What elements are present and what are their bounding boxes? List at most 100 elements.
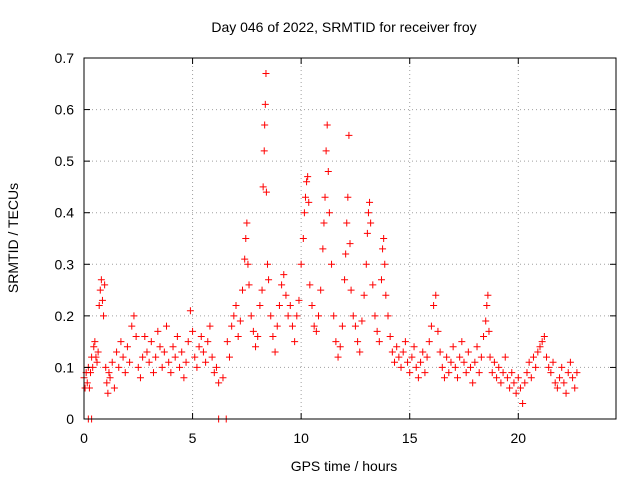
data-point — [288, 322, 296, 330]
data-point — [512, 389, 520, 397]
data-point — [364, 209, 372, 217]
data-point — [252, 343, 260, 351]
y-tick-label: 0.3 — [55, 256, 75, 272]
data-point — [373, 327, 381, 335]
data-point — [410, 343, 418, 351]
data-point — [514, 374, 522, 382]
data-point — [354, 338, 362, 346]
data-point — [508, 369, 516, 377]
data-point — [182, 358, 190, 366]
data-point — [256, 302, 264, 310]
data-point — [100, 312, 108, 320]
data-point — [363, 229, 371, 237]
data-point — [547, 369, 555, 377]
data-point — [482, 317, 490, 325]
data-point — [569, 374, 577, 382]
data-point — [324, 167, 332, 175]
data-point — [106, 374, 114, 382]
data-point — [126, 358, 134, 366]
data-point — [261, 100, 269, 108]
data-point — [419, 348, 427, 356]
data-point — [412, 363, 420, 371]
data-point — [516, 384, 524, 392]
data-point — [490, 358, 498, 366]
grid — [84, 58, 616, 419]
data-point — [101, 281, 109, 289]
data-point — [315, 312, 323, 320]
data-point — [105, 369, 113, 377]
data-point — [197, 332, 205, 340]
data-point — [471, 358, 479, 366]
data-point — [393, 343, 401, 351]
data-point — [232, 302, 240, 310]
data-point — [245, 281, 253, 289]
data-point — [521, 379, 529, 387]
data-point — [115, 363, 123, 371]
data-point — [342, 250, 350, 258]
data-point — [97, 276, 105, 284]
data-point — [303, 178, 311, 186]
data-point — [525, 358, 533, 366]
data-point — [299, 235, 307, 242]
data-point — [351, 322, 359, 330]
data-point — [202, 358, 210, 366]
data-point — [193, 363, 201, 371]
data-point — [121, 369, 129, 377]
data-point — [564, 369, 572, 377]
data-point — [425, 338, 433, 346]
data-point — [306, 281, 314, 289]
data-point — [384, 312, 392, 320]
data-point — [136, 374, 144, 382]
data-point — [110, 384, 118, 392]
data-point — [434, 327, 442, 335]
data-point — [404, 358, 412, 366]
data-point — [571, 384, 579, 392]
data-point — [469, 379, 477, 387]
data-point — [341, 276, 349, 284]
data-point — [300, 209, 308, 217]
data-point — [519, 400, 527, 408]
data-point — [375, 338, 383, 346]
data-point — [495, 363, 503, 371]
data-point — [265, 276, 273, 284]
data-point — [395, 353, 403, 361]
data-point — [199, 348, 207, 356]
data-point — [545, 363, 553, 371]
data-point — [85, 384, 93, 392]
data-point — [167, 369, 175, 377]
data-point — [195, 343, 203, 351]
data-point — [119, 353, 127, 361]
data-point — [556, 374, 564, 382]
data-point — [219, 374, 227, 382]
data-point — [391, 358, 399, 366]
data-point — [132, 332, 140, 340]
data-point — [406, 369, 414, 377]
data-point — [123, 343, 131, 351]
data-point — [432, 291, 440, 299]
data-point — [208, 353, 216, 361]
data-point — [308, 302, 316, 310]
data-point — [236, 317, 244, 325]
data-point — [380, 235, 388, 242]
y-tick-label: 0 — [66, 411, 74, 427]
plot-frame — [83, 57, 617, 420]
data-point — [381, 260, 389, 268]
data-point — [573, 369, 581, 377]
data-point — [485, 327, 493, 335]
data-point — [523, 369, 531, 377]
data-point — [176, 363, 184, 371]
data-point — [291, 338, 299, 346]
data-point — [247, 312, 255, 320]
data-point — [458, 338, 466, 346]
data-point — [369, 281, 377, 289]
data-point — [147, 338, 155, 346]
data-point — [325, 209, 333, 217]
data-point — [278, 281, 286, 289]
data-point — [497, 379, 505, 387]
y-tick-label: 0.6 — [55, 102, 75, 118]
data-point — [566, 358, 574, 366]
data-point — [83, 379, 91, 387]
data-point — [293, 312, 301, 320]
data-point — [113, 348, 121, 356]
data-point — [280, 271, 288, 279]
